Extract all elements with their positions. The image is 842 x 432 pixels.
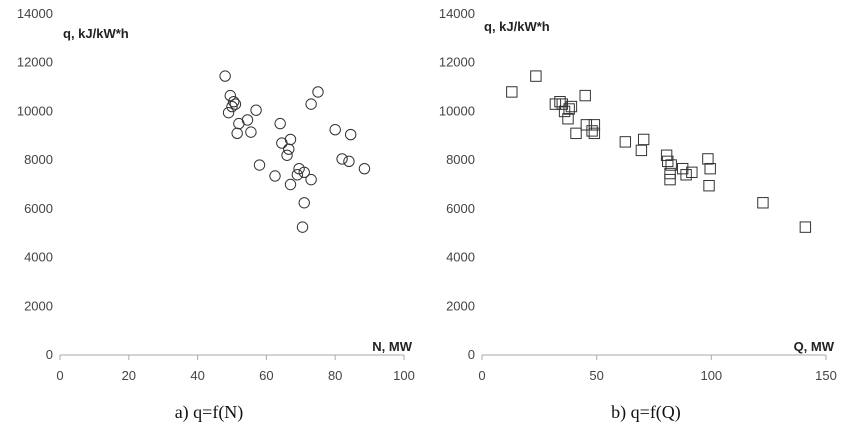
data-point [344, 128, 357, 141]
y-tick-label: 14000 [439, 6, 475, 21]
data-point [283, 143, 295, 155]
y-tick-label: 12000 [439, 55, 475, 70]
data-point [588, 119, 601, 131]
data-point [506, 86, 518, 98]
data-point [298, 166, 310, 179]
data-point [305, 98, 317, 110]
data-point [662, 155, 674, 168]
data-point [305, 173, 317, 186]
data-point [660, 149, 673, 161]
data-point [635, 144, 648, 157]
data-point [228, 95, 240, 108]
data-point [619, 136, 632, 148]
y-tick-label: 10000 [439, 103, 475, 118]
data-point [231, 127, 243, 140]
data-point [530, 70, 542, 82]
data-point [224, 89, 236, 102]
data-point [563, 103, 575, 115]
data-point [664, 173, 676, 186]
data-point [281, 149, 293, 161]
data-point [226, 100, 238, 113]
x-axis-title: Q, MW [794, 339, 835, 354]
data-point [757, 197, 769, 209]
data-point [664, 167, 676, 180]
data-point [296, 221, 309, 233]
data-point [799, 221, 812, 233]
data-point [284, 133, 297, 146]
data-point [284, 178, 297, 191]
data-point [336, 153, 348, 165]
x-tick-label: 20 [122, 368, 136, 383]
x-tick-label: 40 [190, 368, 204, 383]
data-point [312, 86, 324, 98]
chart-caption: b) q=f(Q) [611, 402, 681, 423]
x-tick-label: 50 [589, 368, 603, 383]
y-tick-label: 0 [468, 347, 475, 362]
y-axis-title: q, kJ/kW*h [63, 26, 129, 41]
x-tick-label: 150 [815, 368, 837, 383]
data-point [586, 125, 598, 137]
data-point [253, 159, 266, 171]
y-tick-label: 14000 [17, 6, 53, 21]
data-point [269, 170, 281, 182]
y-tick-label: 6000 [446, 201, 475, 216]
y-tick-label: 10000 [17, 103, 53, 118]
data-point [637, 133, 650, 146]
chart-caption: a) q=f(N) [175, 402, 244, 423]
x-tick-label: 80 [328, 368, 342, 383]
y-tick-label: 0 [46, 347, 53, 362]
y-tick-label: 12000 [17, 55, 53, 70]
y-tick-label: 2000 [24, 298, 53, 313]
data-point [554, 95, 566, 108]
data-point [580, 119, 593, 131]
y-tick-label: 4000 [446, 250, 475, 265]
data-point [702, 153, 714, 165]
x-axis-title: N, MW [372, 339, 412, 354]
data-point [241, 114, 254, 126]
data-point [222, 106, 235, 119]
data-point [219, 70, 231, 82]
data-point [245, 126, 257, 138]
data-point [565, 100, 578, 113]
data-point [229, 98, 242, 110]
data-point [588, 127, 601, 140]
data-point [703, 180, 715, 192]
data-point [343, 155, 355, 168]
x-tick-label: 100 [700, 368, 722, 383]
data-point [291, 169, 304, 181]
data-point [579, 89, 591, 102]
x-tick-label: 60 [259, 368, 273, 383]
x-tick-label: 0 [478, 368, 485, 383]
y-tick-label: 6000 [24, 201, 53, 216]
x-tick-label: 100 [393, 368, 415, 383]
chart-a: 0 2000 4000 6000 8000 10000 12000 14000 0 20 40 60 8… [17, 6, 415, 423]
data-point [686, 166, 698, 179]
data-point [549, 98, 562, 110]
data-point [562, 113, 574, 125]
data-point [704, 162, 716, 175]
data-point [676, 162, 689, 175]
y-tick-label: 4000 [24, 250, 53, 265]
data-point [329, 123, 341, 136]
data-point [570, 127, 582, 140]
data-point [250, 104, 262, 116]
data-point [665, 159, 677, 171]
y-tick-label: 8000 [446, 152, 475, 167]
chart-b: 0 2000 4000 6000 8000 10000 12000 14000 0 50 100 15… [439, 6, 837, 423]
data-point [298, 197, 310, 209]
data-point [680, 169, 692, 181]
data-point [358, 162, 371, 175]
data-point [274, 117, 286, 130]
y-axis-title: q, kJ/kW*h [484, 19, 550, 34]
y-tick-label: 8000 [24, 152, 53, 167]
y-tick-label: 2000 [446, 298, 475, 313]
x-tick-label: 0 [56, 368, 63, 383]
